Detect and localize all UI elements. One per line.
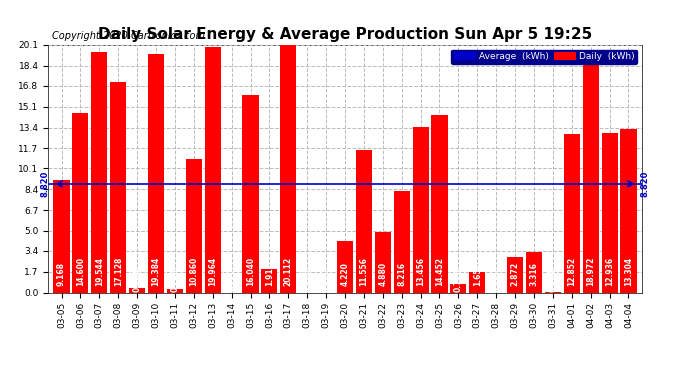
- Text: 8.216: 8.216: [397, 262, 406, 286]
- Bar: [356, 150, 372, 292]
- Bar: [91, 52, 108, 292]
- Bar: [375, 232, 391, 292]
- Bar: [54, 180, 70, 292]
- Text: 14.600: 14.600: [76, 257, 85, 286]
- Text: 4.880: 4.880: [378, 262, 387, 286]
- Bar: [129, 288, 145, 292]
- Bar: [431, 114, 448, 292]
- Text: 11.556: 11.556: [359, 258, 368, 286]
- Text: 0.384: 0.384: [132, 268, 141, 292]
- Bar: [337, 240, 353, 292]
- Bar: [582, 59, 599, 292]
- Bar: [602, 133, 618, 292]
- Text: 0.248: 0.248: [170, 268, 179, 292]
- Bar: [72, 113, 88, 292]
- Text: 2.872: 2.872: [511, 262, 520, 286]
- Text: 19.384: 19.384: [152, 257, 161, 286]
- Legend: Average  (kWh), Daily  (kWh): Average (kWh), Daily (kWh): [451, 50, 637, 64]
- Text: 0.716: 0.716: [454, 268, 463, 292]
- Text: 0.000: 0.000: [492, 268, 501, 292]
- Bar: [413, 127, 428, 292]
- Text: 8.820: 8.820: [641, 171, 650, 197]
- Text: 1.652: 1.652: [473, 262, 482, 286]
- Text: 16.040: 16.040: [246, 257, 255, 286]
- Bar: [526, 252, 542, 292]
- Text: 13.456: 13.456: [416, 257, 425, 286]
- Bar: [451, 284, 466, 292]
- Bar: [620, 129, 636, 292]
- Text: 0.064: 0.064: [549, 268, 558, 292]
- Text: 10.860: 10.860: [189, 257, 198, 286]
- Text: 12.936: 12.936: [605, 257, 614, 286]
- Text: 0.000: 0.000: [227, 268, 236, 292]
- Text: 20.112: 20.112: [284, 257, 293, 286]
- Bar: [507, 257, 523, 292]
- Bar: [262, 269, 277, 292]
- Bar: [394, 191, 410, 292]
- Text: Copyright 2020 Cartronics.com: Copyright 2020 Cartronics.com: [52, 32, 205, 41]
- Text: 14.452: 14.452: [435, 257, 444, 286]
- Text: 0.000: 0.000: [303, 268, 312, 292]
- Text: 4.220: 4.220: [340, 262, 350, 286]
- Text: 18.972: 18.972: [586, 257, 595, 286]
- Bar: [148, 54, 164, 292]
- Text: 1.912: 1.912: [265, 262, 274, 286]
- Bar: [186, 159, 202, 292]
- Text: 3.316: 3.316: [529, 262, 538, 286]
- Text: 12.852: 12.852: [567, 257, 576, 286]
- Title: Daily Solar Energy & Average Production Sun Apr 5 19:25: Daily Solar Energy & Average Production …: [98, 27, 592, 42]
- Bar: [167, 290, 183, 292]
- Bar: [205, 46, 221, 292]
- Text: 8.820: 8.820: [40, 171, 49, 197]
- Text: 19.544: 19.544: [95, 257, 103, 286]
- Text: 0.000: 0.000: [322, 268, 331, 292]
- Bar: [242, 95, 259, 292]
- Bar: [469, 272, 485, 292]
- Bar: [110, 82, 126, 292]
- Text: 19.964: 19.964: [208, 257, 217, 286]
- Bar: [280, 45, 296, 292]
- Text: 9.168: 9.168: [57, 262, 66, 286]
- Text: 13.304: 13.304: [624, 257, 633, 286]
- Text: 17.128: 17.128: [114, 257, 123, 286]
- Bar: [564, 134, 580, 292]
